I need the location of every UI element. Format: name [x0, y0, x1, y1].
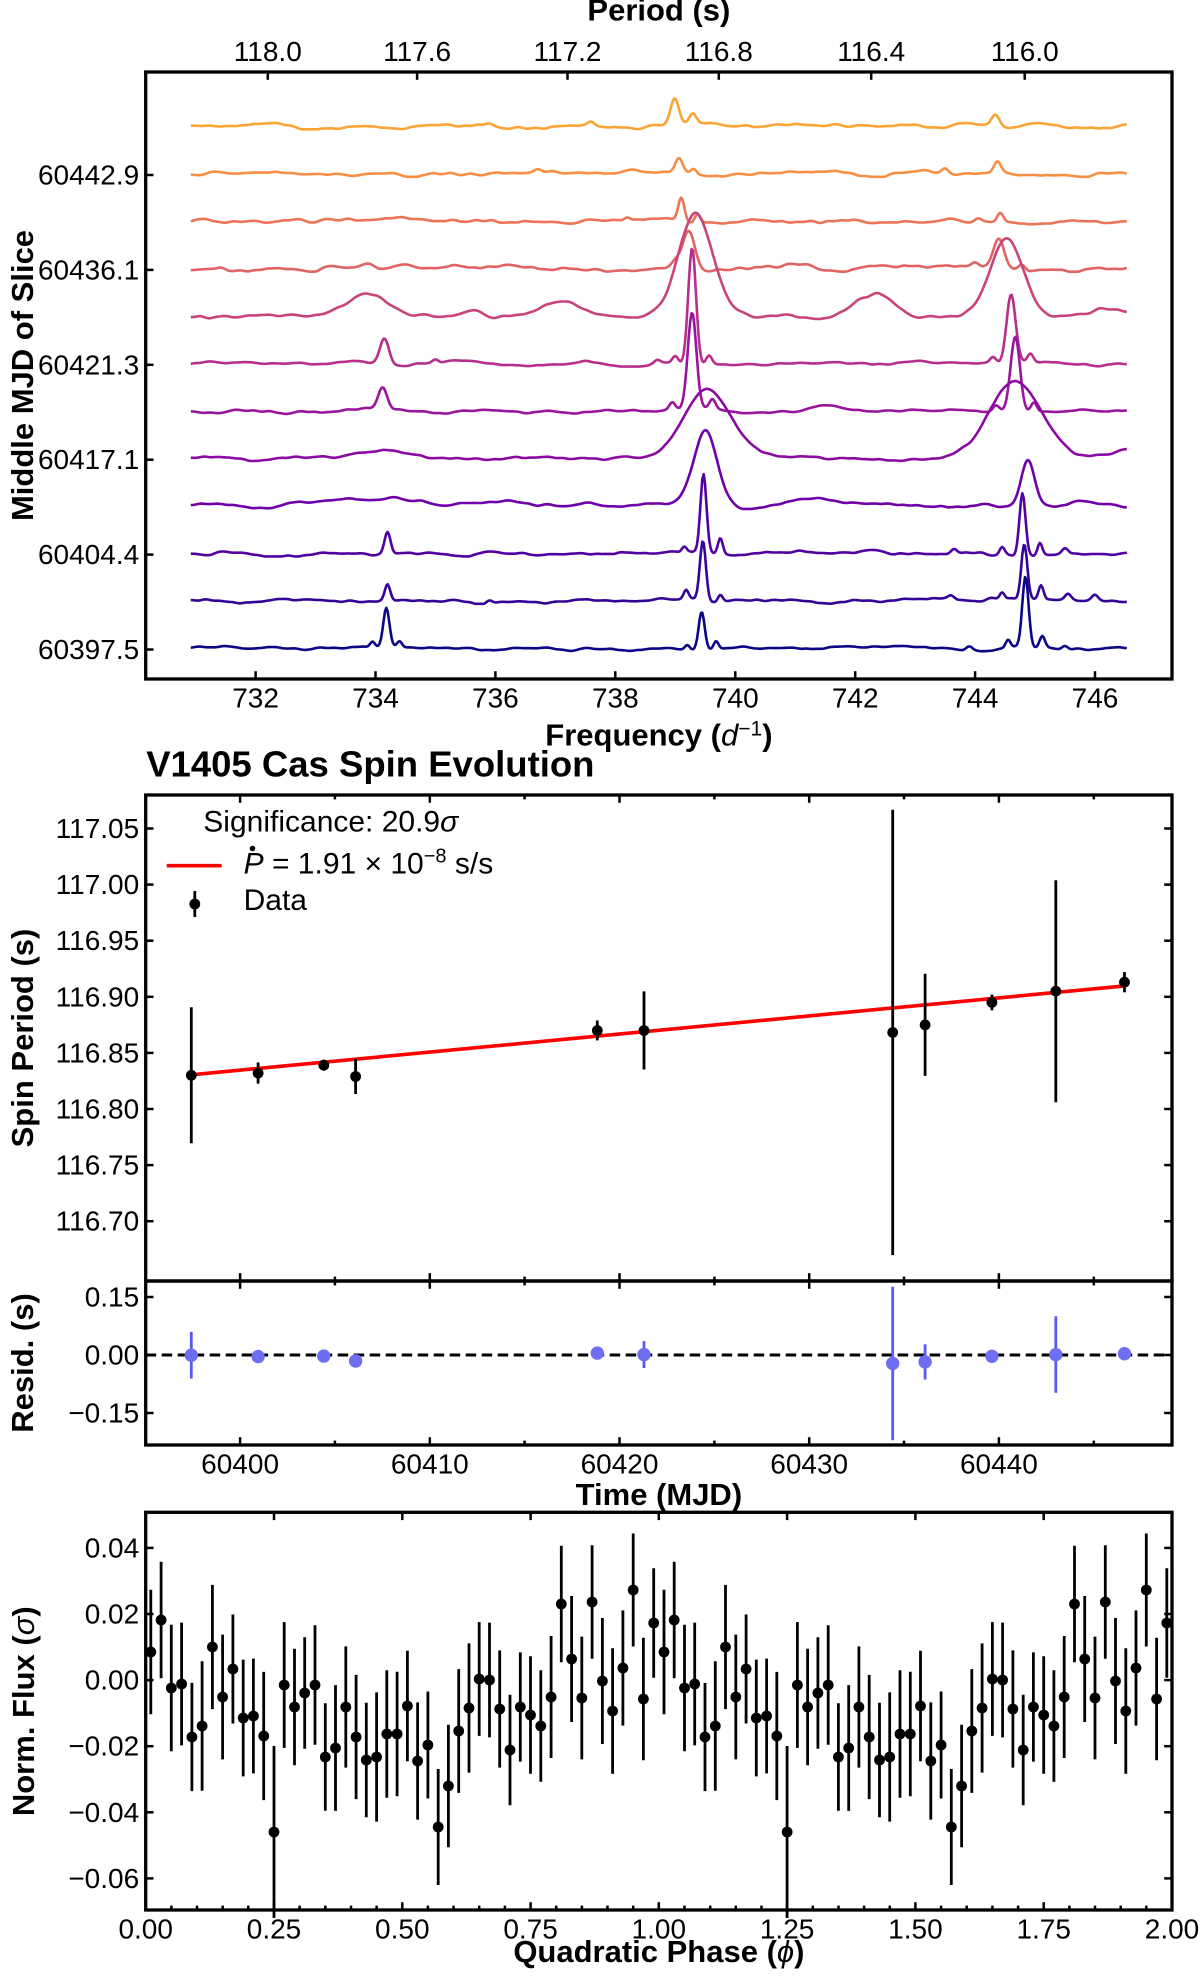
svg-text:116.75: 116.75: [56, 1150, 140, 1181]
svg-text:1.50: 1.50: [888, 1914, 943, 1945]
svg-text:Quadratic Phase (ϕ): Quadratic Phase (ϕ): [513, 1934, 804, 1969]
svg-text:117.00: 117.00: [56, 869, 140, 900]
svg-text:116.4: 116.4: [837, 36, 905, 67]
svg-text:0.00: 0.00: [85, 1340, 140, 1371]
svg-text:Period (s): Period (s): [587, 0, 730, 28]
svg-text:117.05: 117.05: [56, 813, 140, 844]
svg-text:Time (MJD): Time (MJD): [576, 1477, 743, 1512]
svg-text:2.00: 2.00: [1145, 1914, 1200, 1945]
svg-text:0.04: 0.04: [85, 1532, 140, 1563]
svg-text:1.00: 1.00: [632, 1914, 687, 1945]
svg-text:116.80: 116.80: [56, 1094, 140, 1125]
svg-text:60404.4: 60404.4: [38, 539, 139, 570]
svg-text:116.85: 116.85: [56, 1037, 140, 1068]
svg-text:0.00: 0.00: [118, 1914, 173, 1945]
svg-text:Significance: 20.9σ: Significance: 20.9σ: [203, 806, 460, 839]
svg-text:732: 732: [232, 683, 279, 714]
svg-text:V1405 Cas Spin Evolution: V1405 Cas Spin Evolution: [146, 744, 594, 785]
svg-text:740: 740: [712, 683, 759, 714]
svg-text:60397.5: 60397.5: [38, 634, 139, 665]
svg-text:60410: 60410: [391, 1449, 469, 1480]
svg-text:734: 734: [352, 683, 399, 714]
svg-text:0.00: 0.00: [85, 1665, 140, 1696]
svg-text:116.70: 116.70: [56, 1206, 140, 1237]
svg-text:−0.06: −0.06: [68, 1863, 139, 1894]
svg-text:0.75: 0.75: [503, 1914, 558, 1945]
svg-text:Frequency (d−1): Frequency (d−1): [545, 718, 772, 753]
svg-text:−0.02: −0.02: [68, 1731, 139, 1762]
svg-text:746: 746: [1072, 683, 1119, 714]
svg-text:60420: 60420: [581, 1449, 659, 1480]
svg-text:60417.1: 60417.1: [38, 444, 139, 475]
svg-text:−0.15: −0.15: [68, 1398, 139, 1429]
svg-text:60430: 60430: [770, 1449, 848, 1480]
svg-text:60440: 60440: [960, 1449, 1038, 1480]
svg-text:60421.3: 60421.3: [38, 349, 139, 380]
svg-text:742: 742: [832, 683, 879, 714]
svg-text:1.25: 1.25: [760, 1914, 815, 1945]
svg-text:0.50: 0.50: [375, 1914, 430, 1945]
svg-text:60442.9: 60442.9: [38, 160, 139, 191]
svg-text:117.2: 117.2: [534, 36, 602, 67]
svg-text:116.95: 116.95: [56, 925, 140, 956]
svg-text:736: 736: [472, 683, 519, 714]
svg-text:116.0: 116.0: [991, 36, 1059, 67]
svg-text:0.15: 0.15: [85, 1282, 140, 1313]
svg-text:117.6: 117.6: [383, 36, 451, 67]
svg-text:Data: Data: [244, 884, 308, 917]
svg-text:118.0: 118.0: [234, 36, 302, 67]
svg-text:116.90: 116.90: [56, 981, 140, 1012]
svg-text:1.75: 1.75: [1016, 1914, 1071, 1945]
svg-text:Resid. (s): Resid. (s): [5, 1293, 40, 1433]
svg-text:−0.04: −0.04: [68, 1797, 139, 1828]
svg-text:Middle MJD of Slice: Middle MJD of Slice: [5, 230, 40, 521]
svg-text:P = 1.91 × 10−8 s/s: P = 1.91 × 10−8 s/s: [244, 845, 494, 880]
svg-text:60400: 60400: [201, 1449, 279, 1480]
svg-text:116.8: 116.8: [685, 36, 753, 67]
svg-text:0.02: 0.02: [85, 1599, 140, 1630]
svg-text:738: 738: [592, 683, 639, 714]
svg-text:0.25: 0.25: [247, 1914, 302, 1945]
svg-text:Norm. Flux (σ): Norm. Flux (σ): [6, 1606, 41, 1816]
svg-text:Spin Period (s): Spin Period (s): [5, 929, 40, 1148]
svg-text:744: 744: [952, 683, 999, 714]
svg-text:60436.1: 60436.1: [38, 254, 139, 285]
